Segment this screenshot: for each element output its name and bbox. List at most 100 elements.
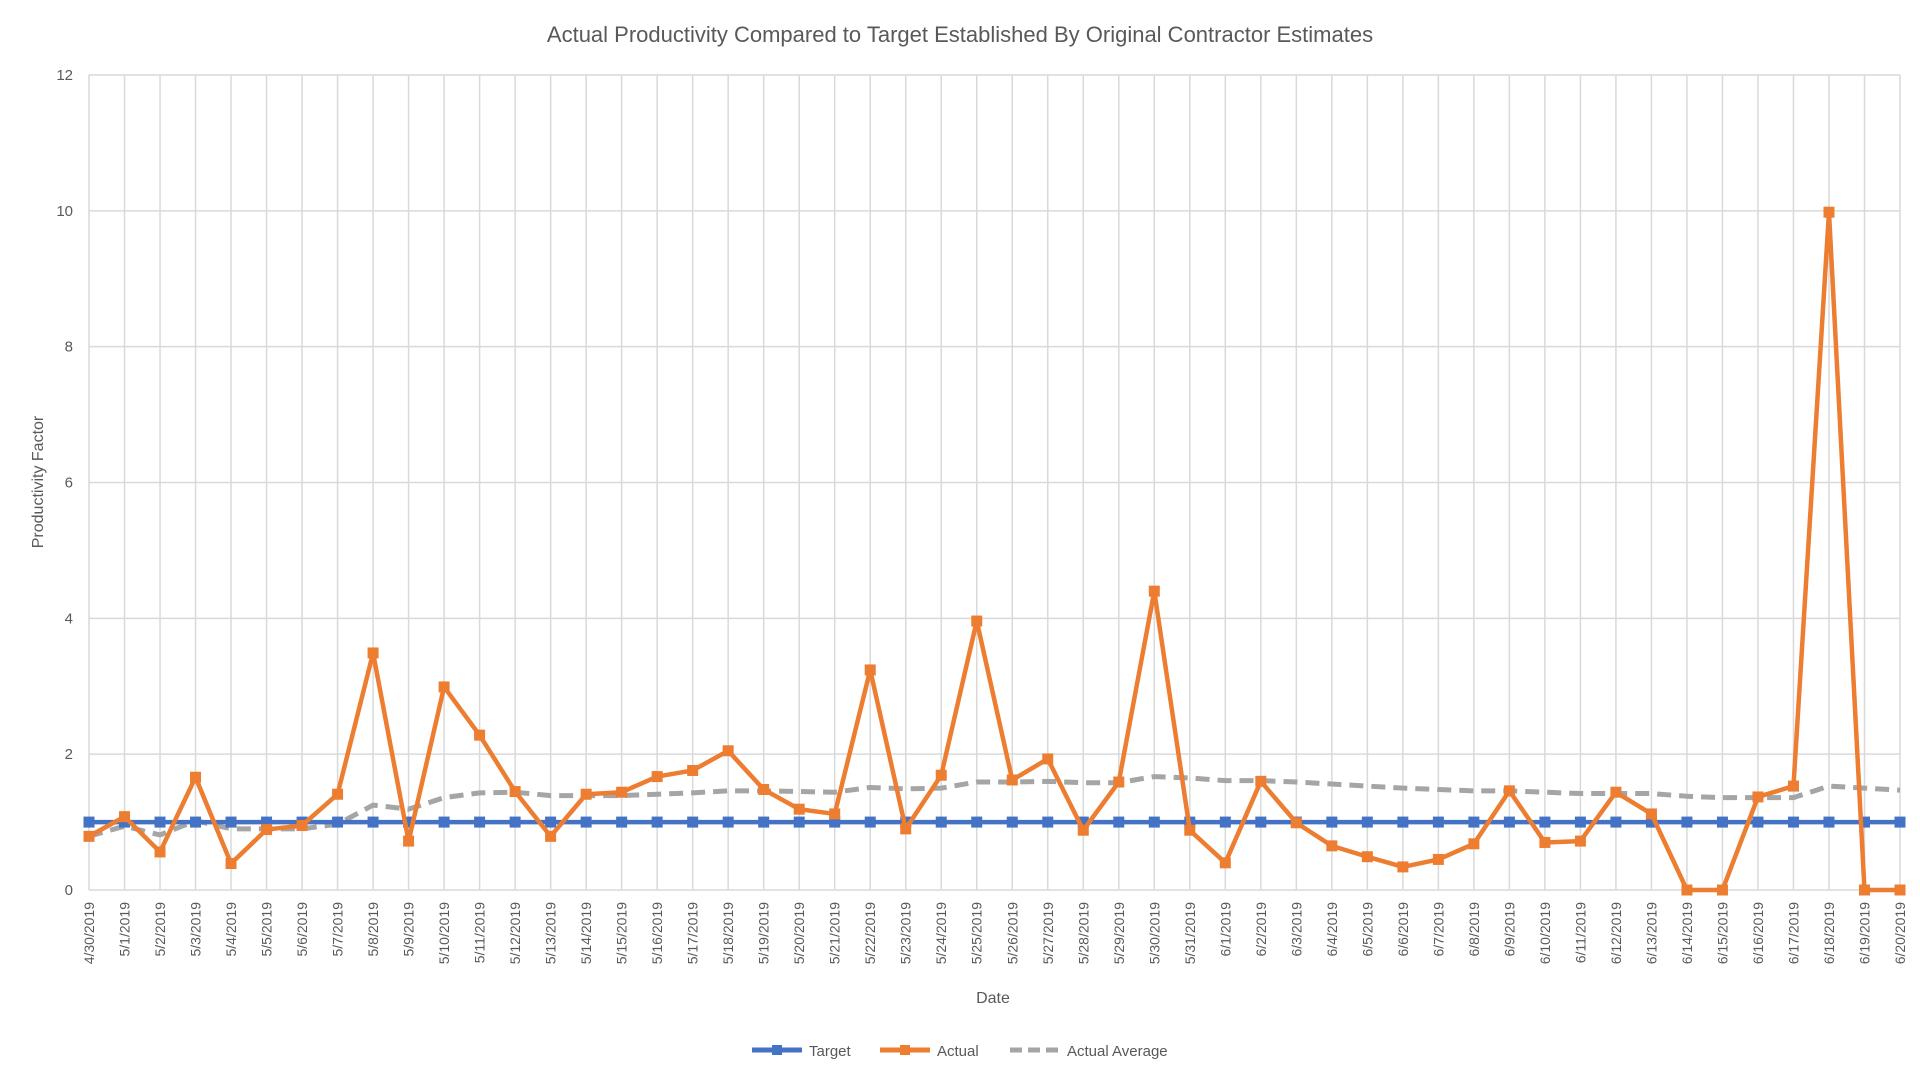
x-tick-label: 6/3/2019 bbox=[1288, 902, 1304, 957]
x-tick-label: 6/13/2019 bbox=[1643, 902, 1659, 964]
x-tick-label: 6/20/2019 bbox=[1892, 902, 1908, 964]
x-tick-label: 6/17/2019 bbox=[1785, 902, 1801, 964]
series-line-actual-average bbox=[88, 774, 1901, 839]
data-point-target bbox=[687, 816, 699, 828]
legend-marker-1 bbox=[900, 1045, 910, 1055]
data-point-actual bbox=[1326, 840, 1338, 852]
x-tick-label: 6/2/2019 bbox=[1253, 902, 1269, 957]
data-point-target bbox=[935, 816, 947, 828]
chart-title: Actual Productivity Compared to Target E… bbox=[547, 22, 1373, 47]
x-tick-label: 5/9/2019 bbox=[401, 902, 417, 957]
data-point-target bbox=[1113, 816, 1125, 828]
x-tick-label: 5/24/2019 bbox=[933, 902, 949, 964]
y-tick-label: 2 bbox=[65, 746, 73, 763]
data-point-target bbox=[1255, 816, 1267, 828]
x-tick-label: 5/26/2019 bbox=[1004, 902, 1020, 964]
legend: Target Actual Actual Average bbox=[752, 1043, 1168, 1060]
data-point-target bbox=[545, 816, 557, 828]
data-point-target bbox=[474, 816, 486, 828]
x-tick-label: 6/18/2019 bbox=[1821, 902, 1837, 964]
data-point-target bbox=[758, 816, 770, 828]
x-tick-label: 5/16/2019 bbox=[649, 902, 665, 964]
data-point-target bbox=[580, 816, 592, 828]
x-tick-label: 6/8/2019 bbox=[1466, 902, 1482, 957]
x-tick-label: 5/5/2019 bbox=[259, 902, 275, 957]
data-point-target bbox=[261, 816, 273, 828]
x-tick-label: 6/5/2019 bbox=[1359, 902, 1375, 957]
data-point-actual bbox=[864, 664, 876, 676]
data-point-target bbox=[1468, 816, 1480, 828]
data-point-target bbox=[1787, 816, 1799, 828]
data-point-target bbox=[438, 816, 450, 828]
data-point-actual bbox=[793, 803, 805, 815]
data-point-actual bbox=[1184, 824, 1196, 836]
data-point-actual bbox=[1610, 786, 1622, 798]
x-tick-label: 6/12/2019 bbox=[1608, 902, 1624, 964]
data-point-target bbox=[154, 816, 166, 828]
x-tick-label: 5/21/2019 bbox=[827, 902, 843, 964]
x-tick-label: 5/11/2019 bbox=[472, 902, 488, 963]
legend-label: Target bbox=[809, 1043, 852, 1060]
data-point-actual bbox=[545, 830, 557, 842]
data-point-actual bbox=[509, 786, 521, 798]
x-tick-label: 6/16/2019 bbox=[1750, 902, 1766, 964]
y-tick-label: 4 bbox=[65, 610, 73, 627]
x-tick-label: 5/10/2019 bbox=[436, 902, 452, 964]
data-point-actual bbox=[438, 681, 450, 693]
data-point-actual bbox=[1077, 824, 1089, 836]
data-point-target bbox=[403, 816, 415, 828]
x-tick-label: 5/4/2019 bbox=[223, 902, 239, 957]
data-point-actual bbox=[1219, 857, 1231, 869]
x-tick-label: 5/29/2019 bbox=[1111, 902, 1127, 964]
data-point-actual bbox=[900, 823, 912, 835]
data-point-target bbox=[1503, 816, 1515, 828]
x-tick-label: 5/6/2019 bbox=[294, 902, 310, 957]
x-tick-label: 6/6/2019 bbox=[1395, 902, 1411, 957]
x-tick-label: 4/30/2019 bbox=[81, 902, 97, 964]
data-point-target bbox=[1574, 816, 1586, 828]
data-point-target bbox=[793, 816, 805, 828]
data-point-actual bbox=[758, 783, 770, 795]
y-axis-ticks: 0 2 4 6 8 10 12 bbox=[56, 67, 73, 899]
data-point-target bbox=[1326, 816, 1338, 828]
x-tick-label: 5/31/2019 bbox=[1182, 902, 1198, 964]
data-point-actual bbox=[225, 858, 237, 870]
x-tick-label: 5/15/2019 bbox=[614, 902, 630, 964]
data-point-actual bbox=[616, 786, 628, 798]
x-tick-label: 5/8/2019 bbox=[365, 902, 381, 957]
x-tick-label: 5/3/2019 bbox=[188, 902, 204, 957]
data-point-target bbox=[1432, 816, 1444, 828]
data-point-actual bbox=[971, 615, 983, 627]
data-point-target bbox=[616, 816, 628, 828]
data-point-actual bbox=[119, 811, 131, 823]
data-point-actual bbox=[1290, 817, 1302, 829]
data-point-actual bbox=[687, 764, 699, 776]
y-tick-label: 10 bbox=[56, 203, 73, 220]
data-point-actual bbox=[1361, 851, 1373, 863]
data-point-actual bbox=[1503, 785, 1515, 797]
series-group bbox=[83, 206, 1906, 896]
data-point-target bbox=[1397, 816, 1409, 828]
data-point-target bbox=[864, 816, 876, 828]
data-point-target bbox=[1148, 816, 1160, 828]
x-tick-label: 6/1/2019 bbox=[1217, 902, 1233, 957]
x-tick-label: 6/4/2019 bbox=[1324, 902, 1340, 957]
data-point-actual bbox=[1113, 776, 1125, 788]
data-point-actual bbox=[261, 824, 273, 836]
data-point-target bbox=[1539, 816, 1551, 828]
data-point-target bbox=[367, 816, 379, 828]
data-point-actual bbox=[154, 846, 166, 858]
data-point-actual bbox=[1432, 853, 1444, 865]
data-point-target bbox=[1681, 816, 1693, 828]
x-tick-label: 5/25/2019 bbox=[969, 902, 985, 964]
data-point-target bbox=[829, 816, 841, 828]
data-point-actual bbox=[1787, 780, 1799, 792]
x-tick-label: 6/15/2019 bbox=[1714, 902, 1730, 964]
y-tick-label: 8 bbox=[65, 339, 73, 356]
y-tick-label: 12 bbox=[56, 67, 73, 84]
data-point-actual bbox=[1681, 884, 1693, 896]
data-point-target bbox=[1752, 816, 1764, 828]
data-point-actual bbox=[332, 788, 344, 800]
data-point-actual bbox=[1397, 861, 1409, 873]
y-tick-label: 6 bbox=[65, 475, 73, 492]
